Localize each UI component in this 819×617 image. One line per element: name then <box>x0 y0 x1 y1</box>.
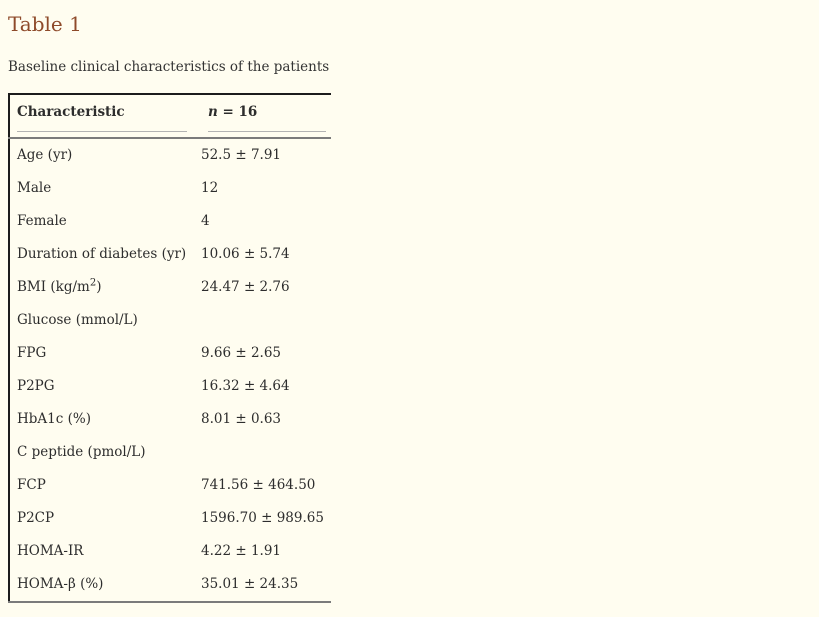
table-row: Female 4 <box>9 205 331 238</box>
table-title: Table 1 <box>8 12 82 36</box>
table-row: BMI (kg/m2) 24.47 ± 2.76 <box>9 271 331 304</box>
table-row: HOMA-β (%) 35.01 ± 24.35 <box>9 568 331 602</box>
row-value: 52.5 ± 7.91 <box>201 147 282 163</box>
row-value: 1596.70 ± 989.65 <box>201 510 324 526</box>
table-row: Male 12 <box>9 172 331 205</box>
row-value: 9.66 ± 2.65 <box>201 345 282 361</box>
characteristics-table: Characteristic n = 16 Age (yr) 52.5 ± 7.… <box>8 93 331 603</box>
row-label: HOMA-β (%) <box>17 576 104 592</box>
row-label: FPG <box>17 345 47 361</box>
row-value <box>201 436 331 469</box>
row-label: BMI (kg/m2) <box>9 271 201 304</box>
row-value: 12 <box>201 180 219 196</box>
table-header-row: Characteristic n = 16 <box>9 94 331 139</box>
row-value: 741.56 ± 464.50 <box>201 477 316 493</box>
table-row: FCP 741.56 ± 464.50 <box>9 469 331 502</box>
header-n: n = 16 <box>201 94 331 139</box>
table-row-group-heading: Glucose (mmol/L) <box>9 304 331 337</box>
row-label: Glucose (mmol/L) <box>17 312 138 328</box>
table-header: Characteristic n = 16 <box>9 94 331 139</box>
header-rule <box>208 131 326 132</box>
row-label: Male <box>17 180 52 196</box>
row-value: 35.01 ± 24.35 <box>201 576 299 592</box>
row-value: 16.32 ± 4.64 <box>201 378 290 394</box>
row-label: HOMA-IR <box>17 543 84 559</box>
header-n-variable: n <box>208 104 218 120</box>
row-label: Duration of diabetes (yr) <box>17 246 187 262</box>
header-rule <box>17 131 187 132</box>
table-row-group-heading: C peptide (pmol/L) <box>9 436 331 469</box>
row-label-superscript: 2 <box>89 277 97 289</box>
table-row: P2PG 16.32 ± 4.64 <box>9 370 331 403</box>
table-row: HbA1c (%) 8.01 ± 0.63 <box>9 403 331 436</box>
row-label: P2PG <box>17 378 55 394</box>
row-label: P2CP <box>17 510 55 526</box>
row-value <box>201 304 331 337</box>
table-body: Age (yr) 52.5 ± 7.91 Male 12 Female 4 Du… <box>9 138 331 602</box>
row-label: C peptide (pmol/L) <box>17 444 146 460</box>
row-label: FCP <box>17 477 46 493</box>
row-value: 4 <box>201 213 210 229</box>
header-characteristic-label: Characteristic <box>17 104 125 120</box>
header-n-value: = 16 <box>217 104 258 120</box>
table-caption: Baseline clinical characteristics of the… <box>8 59 330 75</box>
row-value: 4.22 ± 1.91 <box>201 543 282 559</box>
table-row: HOMA-IR 4.22 ± 1.91 <box>9 535 331 568</box>
row-label-text: ) <box>96 279 102 295</box>
table-row: Duration of diabetes (yr) 10.06 ± 5.74 <box>9 238 331 271</box>
row-label: Female <box>17 213 67 229</box>
table-row: FPG 9.66 ± 2.65 <box>9 337 331 370</box>
table-row: Age (yr) 52.5 ± 7.91 <box>9 138 331 172</box>
row-value: 10.06 ± 5.74 <box>201 246 290 262</box>
table-row: P2CP 1596.70 ± 989.65 <box>9 502 331 535</box>
row-value: 8.01 ± 0.63 <box>201 411 282 427</box>
row-value: 24.47 ± 2.76 <box>201 279 290 295</box>
row-label: HbA1c (%) <box>17 411 91 427</box>
row-label: Age (yr) <box>17 147 73 163</box>
header-characteristic: Characteristic <box>9 94 201 139</box>
row-label-text: BMI (kg/m <box>17 279 90 295</box>
